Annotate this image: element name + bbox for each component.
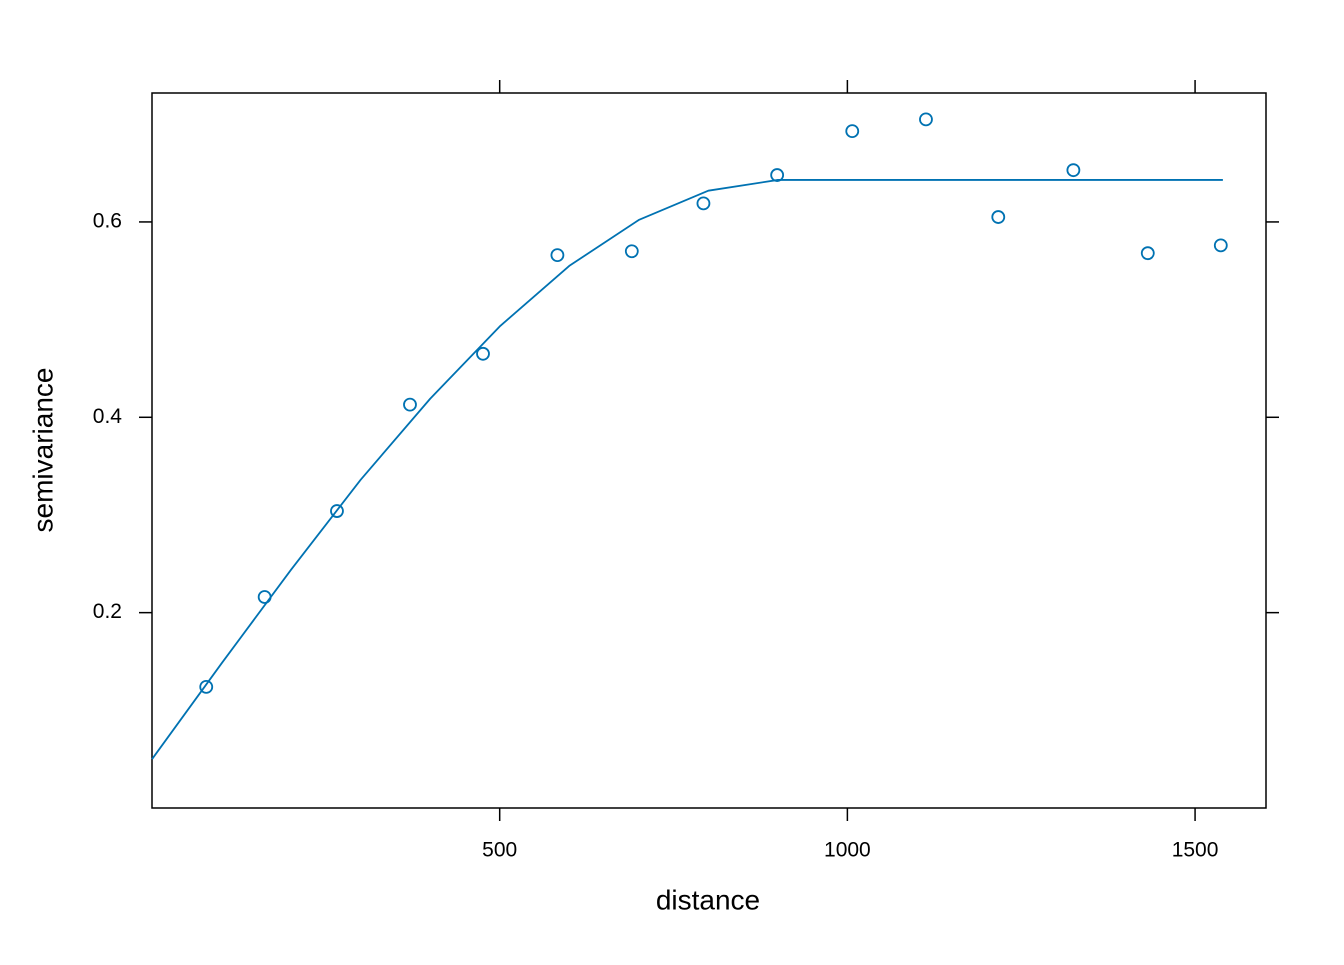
- y-tick-label: 0.6: [93, 209, 122, 232]
- x-tick-label: 1500: [1172, 839, 1219, 862]
- y-axis-title: semivariance: [27, 368, 58, 533]
- y-tick-label: 0.2: [93, 600, 122, 623]
- x-tick-label: 500: [482, 839, 517, 862]
- x-axis-title: distance: [656, 884, 760, 915]
- point: [1066, 163, 1081, 178]
- y-tick-label: 0.4: [93, 405, 123, 428]
- plot-frame: [151, 92, 1267, 809]
- point: [199, 679, 214, 694]
- point: [1213, 238, 1228, 253]
- point: [330, 504, 344, 518]
- point: [1140, 246, 1155, 261]
- point: [403, 397, 417, 412]
- model-line: [151, 179, 1223, 760]
- point: [624, 244, 639, 259]
- point: [696, 196, 711, 211]
- x-tick-label: 1000: [824, 839, 871, 862]
- point: [770, 168, 785, 182]
- point: [550, 248, 565, 263]
- point: [476, 346, 490, 361]
- point: [919, 112, 933, 127]
- point: [991, 210, 1006, 224]
- point: [845, 124, 860, 138]
- point: [257, 590, 272, 604]
